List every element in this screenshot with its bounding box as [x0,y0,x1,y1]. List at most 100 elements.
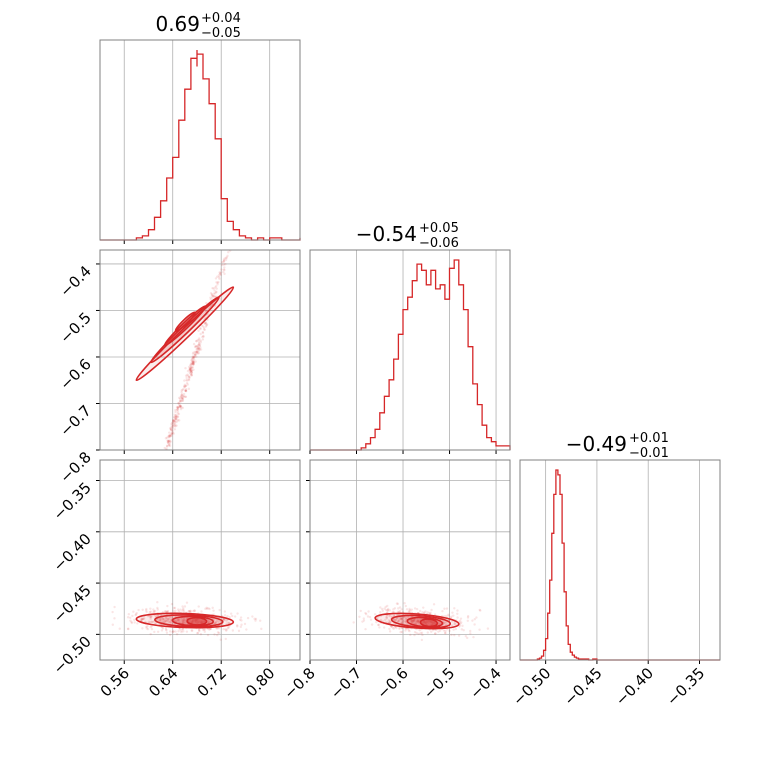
sample-point [172,422,176,425]
sample-point [174,415,178,418]
sample-point [217,620,220,623]
sample-point [253,617,256,621]
sample-point [219,271,222,274]
scatter-panel-1: −0.8 −0.7 −0.6 −0.5 −0.4 [56,249,301,487]
sample-point [183,385,186,389]
y-tick-label: −0.40 [50,530,95,575]
sample-point [132,610,135,613]
sample-point [196,345,200,348]
sample-point [428,611,431,615]
sample-point [222,627,225,631]
sample-point [424,621,427,624]
sample-point [177,629,180,633]
sample-point [184,389,187,392]
sample-point [389,620,392,624]
x-tick-label: 0.80 [242,664,278,700]
sample-point [187,375,191,379]
sample-point [149,615,152,619]
sample-point [432,622,435,626]
sample-point [212,609,215,612]
sample-point [201,620,205,624]
sample-point [170,432,173,435]
sample-point [136,622,139,625]
sample-point [202,334,205,338]
sample-point [444,629,447,633]
sample-point [195,350,199,354]
sample-point [217,276,221,279]
sample-point [173,413,176,416]
sample-point [197,628,201,631]
sample-point [473,623,476,626]
sample-point [450,615,453,618]
sample-point [159,618,163,621]
sample-point [368,615,372,619]
sample-point [378,626,381,629]
sample-point [194,618,197,622]
sample-point [214,292,217,295]
sample-point [171,426,175,430]
sample-point [434,632,437,635]
y-tick-label: −0.5 [56,309,94,347]
sample-point [370,623,374,626]
sample-point [486,627,490,630]
sample-point [401,621,404,624]
sample-point [187,609,191,613]
sample-point [377,623,380,627]
sample-point [223,268,226,272]
sample-point [185,601,189,604]
sample-point [164,455,166,457]
x-tick-label: −0.4 [466,664,504,702]
sample-point [164,437,168,440]
sample-point [156,614,159,618]
sample-point [430,622,434,625]
sample-point [391,610,395,614]
sample-point [180,629,183,632]
sample-point [179,608,182,611]
sample-point [191,352,195,355]
sample-point [163,620,166,623]
sample-point [222,258,226,261]
sample-point [164,453,166,455]
sample-point [164,619,167,622]
sample-point [174,417,177,421]
sample-point [424,622,428,625]
sample-point [172,609,175,612]
sample-point [430,608,433,612]
sample-point [169,620,172,624]
sample-point [169,426,173,429]
sample-point [191,355,194,359]
sample-point [388,614,392,617]
sample-point [176,419,180,422]
sample-point [174,609,177,612]
sample-point [195,618,199,621]
sample-point [418,609,422,613]
sample-point [127,627,130,631]
sample-point [181,399,184,402]
sample-point [220,268,223,271]
sample-point [167,617,170,621]
sample-point [166,604,169,608]
sample-point [199,346,202,349]
sample-point [216,633,219,637]
sample-point [170,602,174,606]
sample-point [186,379,189,382]
x-tick-label: −0.45 [561,664,606,709]
sample-point [179,404,182,408]
sample-point [422,620,426,624]
sample-point [225,629,228,632]
sample-point [175,418,178,421]
sample-point [416,619,419,623]
sample-point [181,396,184,400]
sample-point [227,621,230,625]
sample-point [111,610,114,614]
sample-point [385,608,388,612]
sample-point [397,607,400,610]
sample-point [168,440,171,444]
sample-point [144,609,148,612]
sample-point [182,621,186,625]
sample-point [203,628,207,631]
sample-point [209,298,212,301]
sample-point [202,628,206,632]
sample-point [161,617,165,621]
sample-point [180,391,183,394]
